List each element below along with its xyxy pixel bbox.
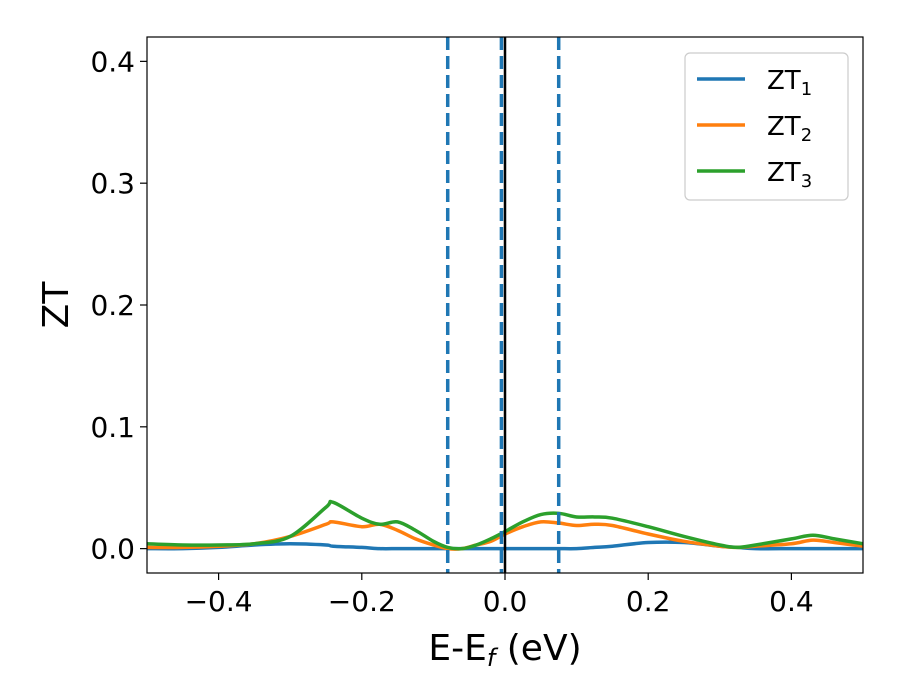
x-tick-label: 0.0 (483, 585, 528, 618)
y-tick-label: 0.2 (90, 289, 135, 322)
legend-label-zt3: ZT3 (767, 158, 812, 192)
y-tick-label: 0.4 (90, 45, 135, 78)
x-axis-label: E-Ef (eV) (428, 628, 581, 672)
series-line-zt3 (147, 499, 863, 551)
x-tick-label: 0.4 (769, 585, 814, 618)
y-tick-label: 0.1 (90, 411, 135, 444)
x-axis-label-main: E-E (428, 628, 486, 669)
vline-layer (445, 37, 561, 573)
x-tick-label: 0.2 (626, 585, 671, 618)
x-tick-label: −0.2 (328, 585, 396, 618)
legend: ZT1 ZT2 ZT3 (684, 52, 849, 201)
y-tick-label: 0.3 (90, 167, 135, 200)
legend-label-zt2: ZT2 (767, 112, 812, 146)
legend-label-zt1: ZT1 (767, 66, 812, 100)
x-axis-ticks: −0.4 −0.2 0.0 0.2 0.4 (185, 573, 814, 618)
x-tick-label: −0.4 (185, 585, 253, 618)
x-axis-label-unit: (eV) (495, 628, 581, 669)
y-tick-label: 0.0 (90, 533, 135, 566)
legend-box (684, 52, 849, 201)
y-axis-label: ZT (36, 281, 77, 329)
series-layer (147, 499, 863, 551)
y-axis-ticks: 0.0 0.1 0.2 0.3 0.4 (90, 45, 147, 566)
